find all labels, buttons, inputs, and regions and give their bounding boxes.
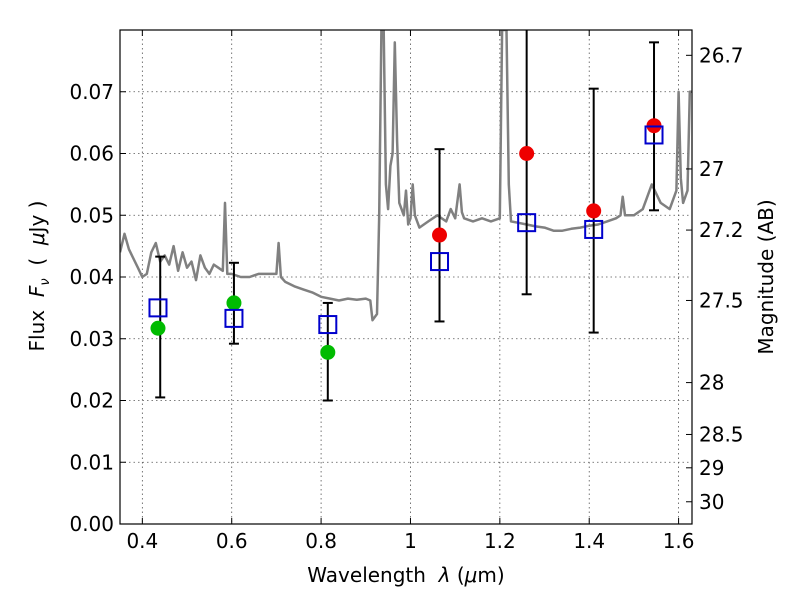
data-point-square bbox=[318, 315, 338, 335]
ticks: 0.4 0.6 0.8 1 1.2 1.4 1.6 0.00 0.01 0.02 0.03 0.04 0… bbox=[69, 30, 744, 553]
x-tick-label: 1 bbox=[404, 529, 417, 553]
data-point-square bbox=[224, 308, 244, 328]
x-tick-label: 0.8 bbox=[305, 529, 337, 553]
data-point-circle bbox=[320, 344, 336, 360]
data-point-circle bbox=[150, 320, 166, 336]
data-point-square bbox=[148, 298, 168, 318]
data-point-circle bbox=[226, 295, 242, 311]
x-tick-label: 1.6 bbox=[663, 529, 695, 553]
x-tick-label: 0.6 bbox=[216, 529, 248, 553]
y-tick-label: 0.04 bbox=[69, 265, 114, 289]
data-point-square bbox=[644, 125, 664, 145]
y2-tick-label: 26.7 bbox=[699, 43, 744, 67]
y2-tick-label: 27.5 bbox=[699, 288, 744, 312]
x-tick-label: 0.4 bbox=[126, 529, 158, 553]
y-axis-label: Flux Fν ( μJy ) bbox=[25, 201, 53, 352]
y2-tick-label: 28.5 bbox=[699, 422, 744, 446]
y-tick-label: 0.05 bbox=[69, 203, 114, 227]
y2-tick-label: 27.2 bbox=[699, 218, 744, 242]
y-tick-label: 0.06 bbox=[69, 142, 114, 166]
data-point-circle bbox=[586, 203, 602, 219]
y2-tick-label: 29 bbox=[699, 456, 724, 480]
y2-tick-label: 28 bbox=[699, 371, 724, 395]
x-axis-label: Wavelength λ (μm) bbox=[307, 563, 504, 587]
spectrum-line bbox=[120, 30, 692, 322]
y-tick-label: 0.00 bbox=[69, 512, 114, 536]
x-tick-label: 1.2 bbox=[484, 529, 516, 553]
data-point-circle bbox=[519, 146, 535, 161]
y-tick-label: 0.02 bbox=[69, 389, 114, 413]
data-point-square bbox=[430, 252, 450, 272]
data-point-square bbox=[584, 219, 604, 239]
y2-axis-label: Magnitude (AB) bbox=[754, 199, 778, 354]
data-point-circle bbox=[432, 227, 448, 243]
y-tick-label: 0.03 bbox=[69, 327, 114, 351]
x-tick-label: 1.4 bbox=[573, 529, 605, 553]
y-tick-label: 0.01 bbox=[69, 450, 114, 474]
y2-tick-label: 30 bbox=[699, 490, 724, 514]
y2-tick-label: 27 bbox=[699, 157, 724, 181]
data-point-square bbox=[517, 213, 537, 233]
plot-area bbox=[120, 30, 692, 402]
plot-contents bbox=[120, 30, 692, 402]
y-tick-label: 0.07 bbox=[69, 80, 114, 104]
